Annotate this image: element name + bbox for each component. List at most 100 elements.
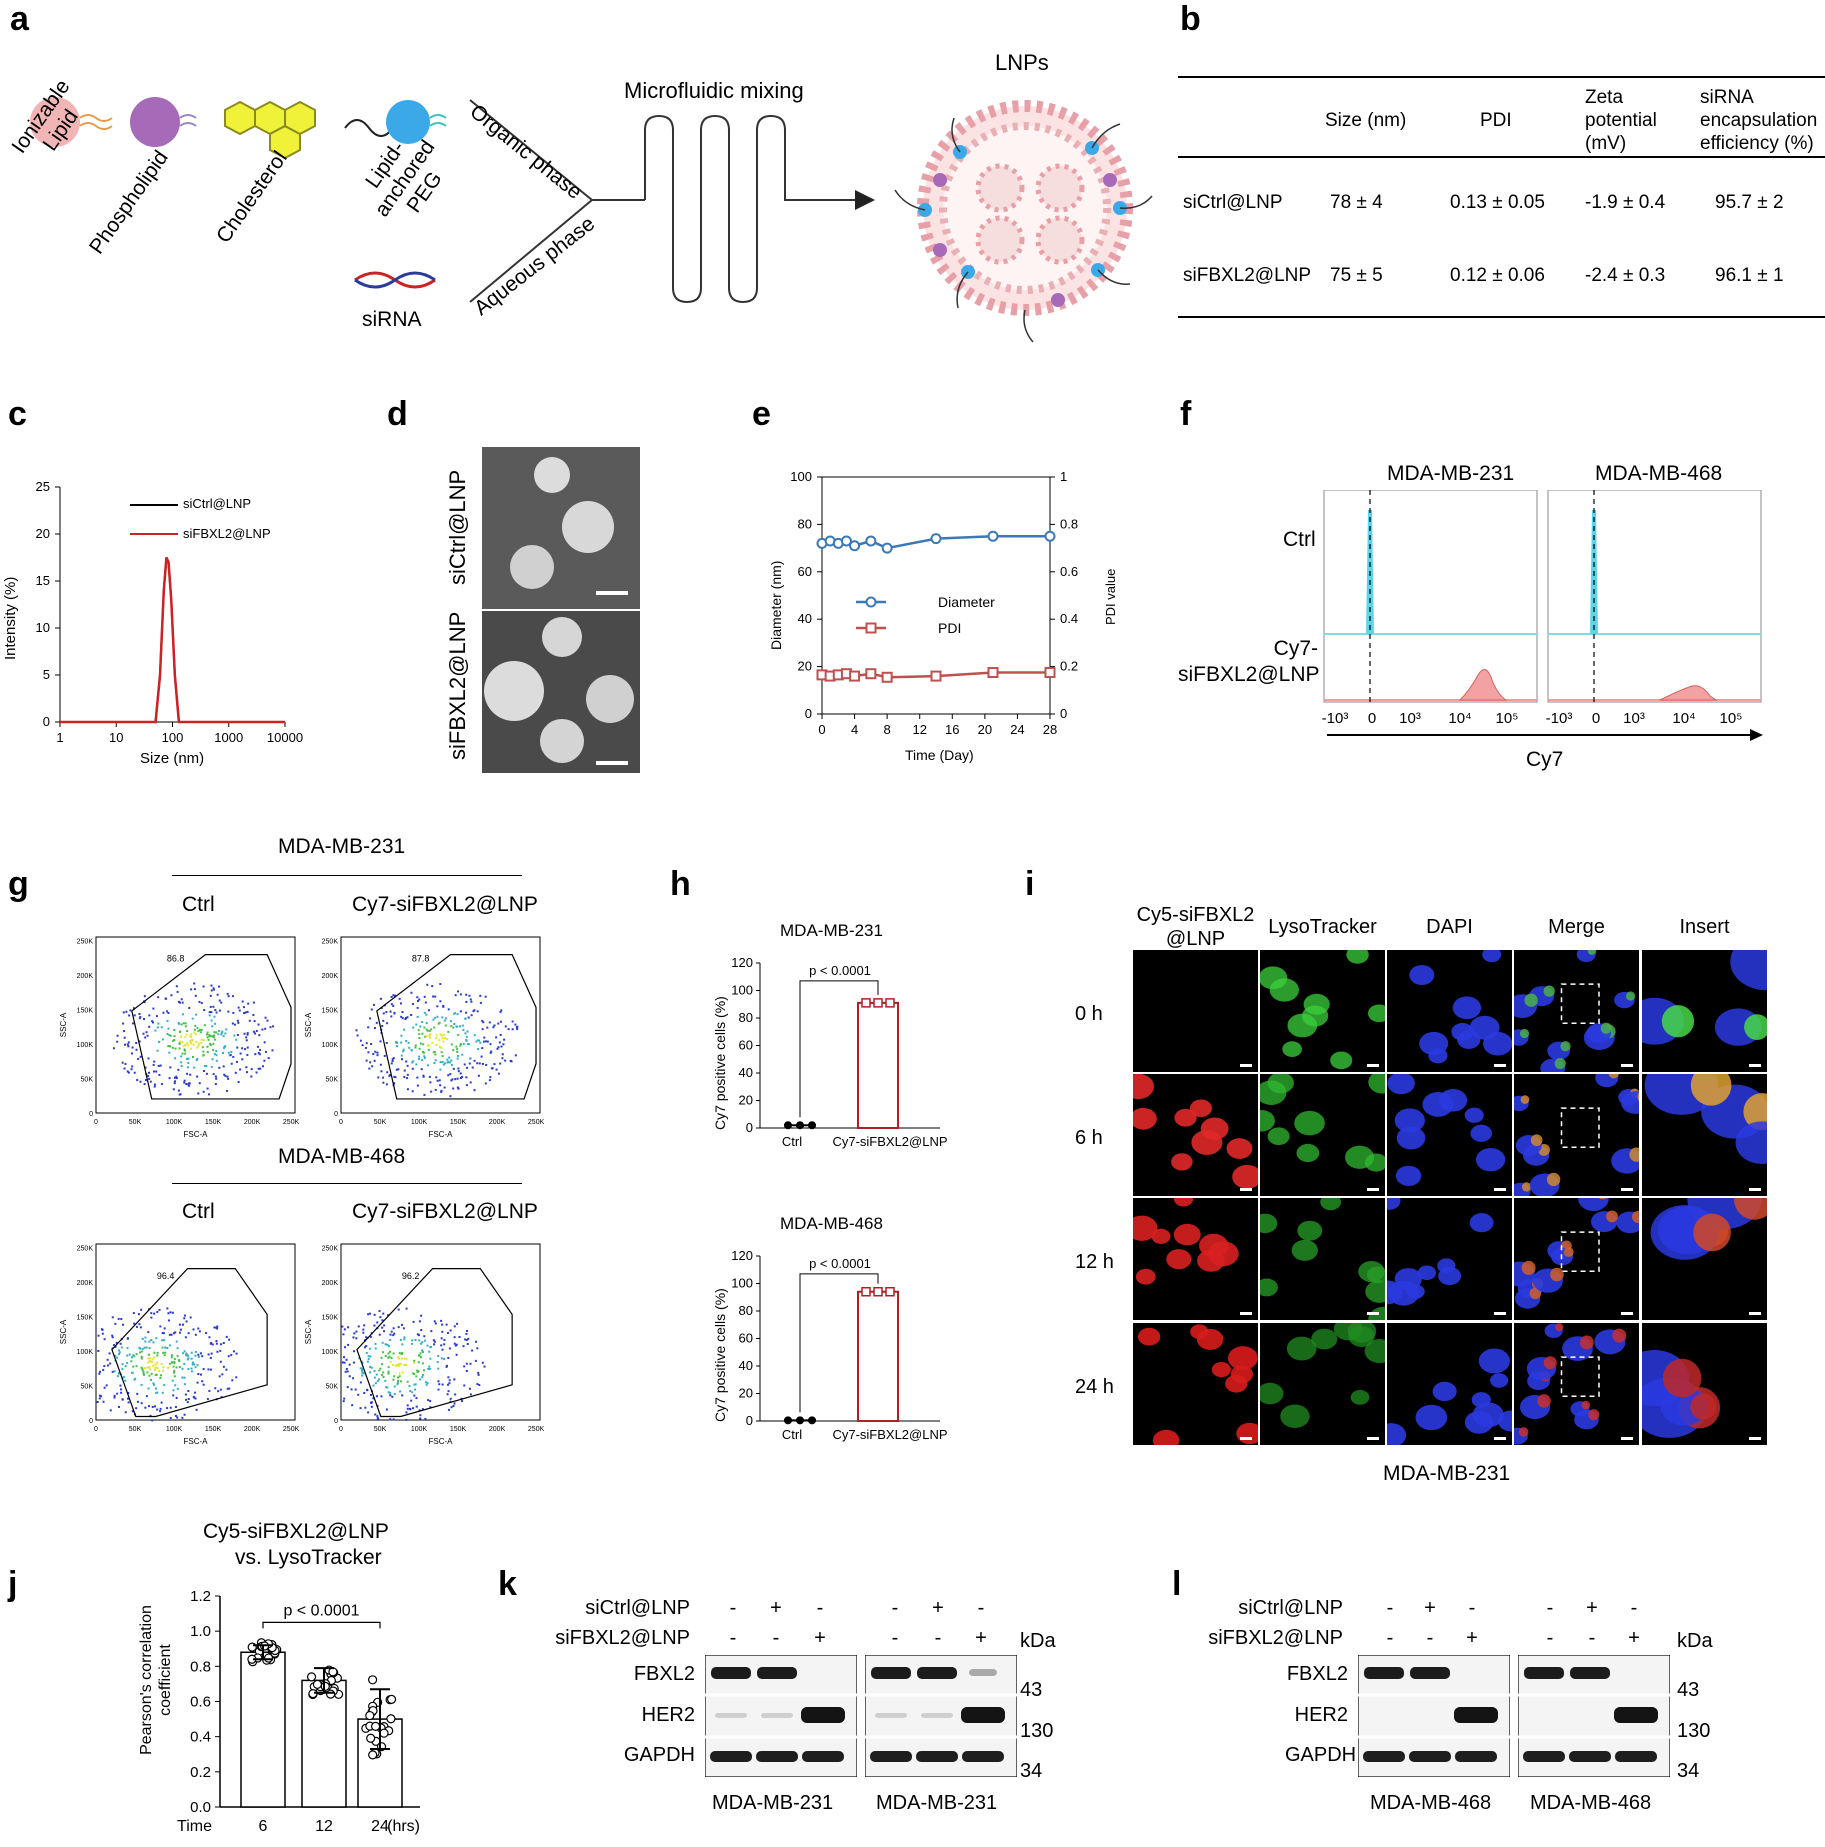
flow-event <box>421 1376 424 1379</box>
table-row-1-zeta: -1.9 ± 0.4 <box>1585 192 1666 213</box>
flow-event <box>431 985 434 988</box>
flow-event <box>444 1037 447 1040</box>
flow-event <box>446 1037 449 1040</box>
flow-event <box>226 1089 229 1092</box>
flow-event <box>168 1077 171 1080</box>
flow-event <box>223 1046 226 1049</box>
flow-event <box>173 1358 176 1361</box>
flow-event <box>172 1394 175 1397</box>
flow-event <box>419 1356 422 1359</box>
flow-event <box>226 1075 229 1078</box>
flow-event <box>482 1040 485 1043</box>
flow-event <box>341 1361 344 1364</box>
flow-event <box>216 1350 219 1353</box>
cell-signal <box>1490 1373 1509 1388</box>
table-bottom-rule <box>1178 316 1825 318</box>
flow-event <box>271 1049 274 1052</box>
flow-event <box>400 1002 403 1005</box>
flow-event <box>469 998 472 1001</box>
flow-event <box>440 1319 443 1322</box>
micrograph-1-1 <box>1133 950 1258 1072</box>
flow-event <box>162 1366 165 1369</box>
flow-event <box>151 1020 154 1023</box>
flow-event <box>102 1368 105 1371</box>
flow-event <box>183 1049 186 1052</box>
flow-event <box>245 1066 248 1069</box>
micrograph-1-5 <box>1642 950 1767 1072</box>
panel-f-xtick-label: 10³ <box>1399 710 1421 727</box>
cell-signal <box>1366 1266 1385 1284</box>
overlay-signal <box>1560 1041 1571 1052</box>
flow-event <box>202 1050 205 1053</box>
flow-event <box>164 1351 167 1354</box>
flow-event <box>345 1358 348 1361</box>
flow-event <box>156 1361 159 1364</box>
flow-event <box>500 1045 503 1048</box>
flow-event <box>208 1014 211 1017</box>
flow-event <box>135 1325 138 1328</box>
flow-event <box>417 1361 420 1364</box>
panel-j-pvalue: p < 0.0001 <box>283 1602 359 1619</box>
flow-event <box>127 1045 130 1048</box>
panel-e-xtick-label: 20 <box>978 722 992 737</box>
panel-j-title-2: vs. LysoTracker <box>235 1546 382 1569</box>
flow-event <box>224 1032 227 1035</box>
flow-event <box>155 1070 158 1073</box>
flow-event <box>401 1058 404 1061</box>
flow-event <box>387 1366 390 1369</box>
flow-event <box>180 1035 183 1038</box>
flow-event <box>416 996 419 999</box>
panel-e-point-pdi <box>865 668 877 680</box>
flow-event <box>133 1071 136 1074</box>
flow-event <box>186 1044 189 1047</box>
flow-yaxis-label: SSC-A <box>60 1012 68 1037</box>
flow-event <box>419 1378 422 1381</box>
flow-event <box>215 1050 218 1053</box>
flow-event <box>381 1341 384 1344</box>
flow-event <box>127 1071 130 1074</box>
flow-event <box>463 1063 466 1066</box>
cell-signal <box>1470 1124 1493 1142</box>
flow-event <box>113 1394 116 1397</box>
flow-event <box>161 1346 164 1349</box>
flow-event <box>499 1062 502 1065</box>
overlay-signal <box>1612 1328 1627 1343</box>
flow-event <box>393 1375 396 1378</box>
flow-event <box>384 1355 387 1358</box>
flow-event <box>218 1066 221 1069</box>
flow-event <box>443 1339 446 1342</box>
flow-plot-frame <box>340 1243 541 1421</box>
panel-label-f: f <box>1180 395 1192 433</box>
blot-sign: + <box>814 1627 826 1649</box>
scale-bar <box>1621 1437 1633 1440</box>
flow-event <box>362 1372 365 1375</box>
flow-event <box>389 1418 392 1421</box>
flow-event <box>161 1339 164 1342</box>
flow-event <box>398 1372 401 1375</box>
flow-event <box>389 1333 392 1336</box>
flow-event <box>111 1336 114 1339</box>
flow-event <box>255 1071 258 1074</box>
panel-j-point <box>379 1728 389 1738</box>
blot-sign: + <box>770 1597 782 1619</box>
flow-event <box>114 1345 117 1348</box>
flow-event <box>470 1000 473 1003</box>
flow-event <box>488 1079 491 1082</box>
flow-event <box>139 1326 142 1329</box>
flow-event <box>484 995 487 998</box>
flow-event <box>446 1332 449 1335</box>
flow-event <box>162 1351 165 1354</box>
flow-event <box>459 993 462 996</box>
flow-event <box>469 1393 472 1396</box>
flow-event <box>441 1348 444 1351</box>
panel-j-point <box>312 1679 322 1689</box>
flow-plot-frame <box>340 936 541 1114</box>
flow-event <box>471 1066 474 1069</box>
flow-event <box>222 1035 225 1038</box>
overlay-signal <box>1743 1093 1767 1131</box>
flow-event <box>454 1393 457 1396</box>
flow-event <box>361 1367 364 1370</box>
flow-ytick-label: 100K <box>77 1349 94 1356</box>
flow-event <box>350 1388 353 1391</box>
micrograph-1-3 <box>1387 950 1512 1072</box>
